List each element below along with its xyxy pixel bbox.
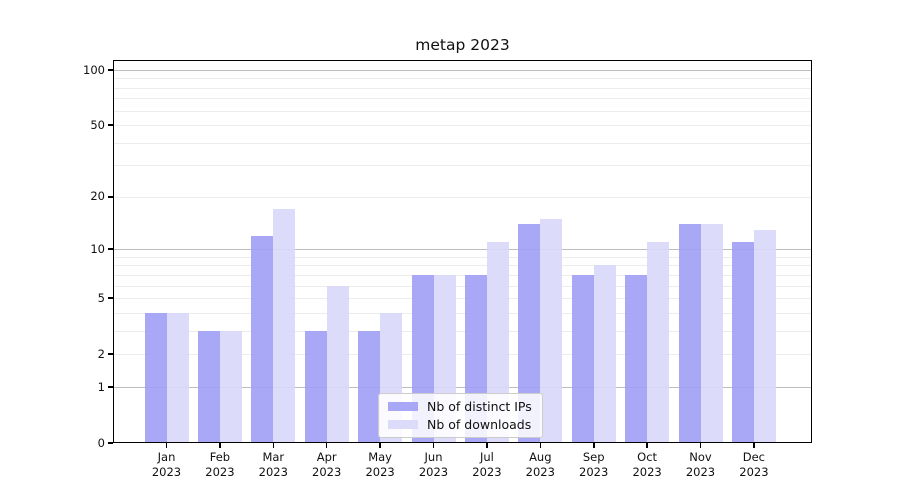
- x-tick-label-may: May 2023: [365, 450, 395, 479]
- x-tick-label-apr: Apr 2023: [312, 450, 342, 479]
- y-tick-label-100: 100: [83, 62, 105, 77]
- x-tick-oct: [646, 443, 648, 448]
- bar-sep-downloads: [593, 265, 616, 443]
- x-tick-label-aug: Aug 2023: [525, 450, 555, 479]
- x-tick-label-mar: Mar 2023: [258, 450, 288, 479]
- gridline-minor-70: [113, 98, 812, 100]
- gridline-major-100: [113, 70, 812, 71]
- y-tick-100: [108, 69, 113, 71]
- x-tick-label-jul: Jul 2023: [472, 450, 502, 479]
- gridline-minor-30: [113, 165, 812, 167]
- bar-jan-distinct-ips: [144, 312, 167, 443]
- bar-aug-downloads: [540, 218, 563, 443]
- gridline-minor-4: [113, 312, 812, 314]
- x-tick-label-jan: Jan 2023: [151, 450, 182, 479]
- bar-jan-downloads: [166, 312, 189, 443]
- x-tick-feb: [219, 443, 221, 448]
- x-tick-label-dec: Dec 2023: [739, 450, 769, 479]
- bar-nov-distinct-ips: [678, 224, 701, 443]
- gridline-minor-6: [113, 285, 812, 287]
- bar-mar-downloads: [273, 209, 296, 443]
- legend-swatch-downloads: [388, 419, 418, 429]
- gridline-minor-90: [113, 78, 812, 80]
- x-tick-sep: [593, 443, 595, 448]
- legend-label-distinct-ips: Nb of distinct IPs: [427, 399, 532, 415]
- bar-nov-downloads: [700, 224, 723, 443]
- x-tick-nov: [699, 443, 702, 448]
- gridline-minor-50: [113, 125, 812, 127]
- legend-item-downloads: Nb of downloads: [388, 417, 533, 432]
- x-tick-label-oct: Oct 2023: [632, 450, 662, 479]
- x-tick-label-jun: Jun 2023: [418, 450, 449, 479]
- gridline-major-10: [113, 249, 812, 251]
- bar-mar-distinct-ips: [251, 235, 274, 443]
- gridline-minor-9: [113, 256, 812, 258]
- x-tick-jan: [165, 443, 168, 448]
- y-tick-label-10: 10: [90, 241, 105, 256]
- gridline-major-1: [113, 387, 812, 388]
- gridline-minor-20: [113, 196, 812, 198]
- x-tick-label-feb: Feb 2023: [205, 450, 235, 479]
- y-tick-2: [108, 353, 113, 355]
- bar-apr-downloads: [326, 285, 349, 443]
- legend-swatch-distinct-ips: [388, 402, 418, 412]
- y-tick-0: [108, 442, 113, 444]
- gridline-minor-2: [113, 354, 812, 356]
- legend: Nb of distinct IPs Nb of downloads: [378, 393, 543, 438]
- bar-apr-distinct-ips: [304, 330, 327, 443]
- x-tick-aug: [539, 443, 541, 448]
- bar-feb-distinct-ips: [197, 330, 220, 443]
- x-tick-label-nov: Nov 2023: [685, 450, 716, 479]
- gridline-minor-40: [113, 142, 812, 144]
- y-tick-label-5: 5: [97, 290, 105, 305]
- x-tick-dec: [753, 443, 755, 448]
- gridline-minor-7: [113, 274, 812, 276]
- y-tick-10: [108, 248, 113, 250]
- y-tick-1: [108, 386, 113, 388]
- gridline-minor-5: [113, 298, 812, 300]
- gridline-minor-3: [113, 330, 812, 332]
- y-tick-label-20: 20: [90, 189, 105, 204]
- y-tick-50: [108, 124, 113, 126]
- x-tick-jul: [486, 443, 488, 448]
- bar-aug-distinct-ips: [518, 224, 541, 443]
- y-tick-label-2: 2: [97, 346, 105, 361]
- legend-item-distinct-ips: Nb of distinct IPs: [388, 399, 533, 414]
- gridline-minor-80: [113, 87, 812, 89]
- bar-dec-downloads: [753, 229, 776, 443]
- bar-may-distinct-ips: [358, 330, 381, 443]
- y-tick-5: [108, 297, 113, 299]
- bar-jul-downloads: [486, 242, 509, 443]
- bar-feb-downloads: [219, 330, 242, 443]
- bar-oct-distinct-ips: [625, 274, 648, 443]
- gridline-minor-8: [113, 265, 812, 267]
- bar-oct-downloads: [647, 242, 670, 443]
- bar-dec-distinct-ips: [731, 242, 754, 443]
- y-tick-label-50: 50: [90, 117, 105, 132]
- x-tick-label-sep: Sep 2023: [579, 450, 609, 479]
- x-tick-may: [379, 443, 381, 448]
- y-tick-label-1: 1: [97, 379, 105, 394]
- x-tick-jun: [432, 443, 435, 448]
- y-tick-20: [108, 196, 113, 198]
- x-tick-apr: [325, 443, 328, 448]
- chart-title: metap 2023: [415, 36, 510, 54]
- x-tick-mar: [272, 443, 275, 448]
- y-tick-label-0: 0: [97, 435, 105, 450]
- plot-area: [113, 60, 812, 443]
- legend-label-downloads: Nb of downloads: [427, 416, 532, 432]
- bar-sep-distinct-ips: [571, 274, 594, 443]
- gridline-minor-60: [113, 110, 812, 112]
